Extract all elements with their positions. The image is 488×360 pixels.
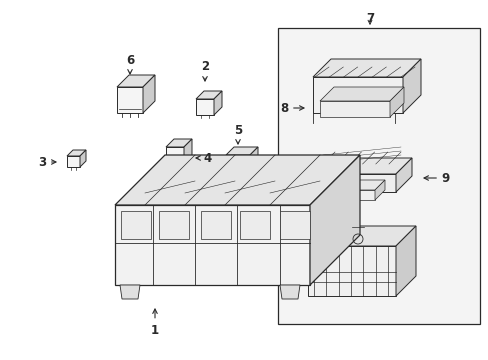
Polygon shape [293, 250, 307, 280]
Polygon shape [307, 246, 395, 296]
Text: 9: 9 [423, 171, 449, 185]
Polygon shape [345, 190, 374, 200]
Text: 3: 3 [38, 156, 56, 168]
Polygon shape [307, 242, 315, 280]
Bar [278, 28, 479, 324]
Polygon shape [201, 211, 230, 239]
Text: 1: 1 [151, 309, 159, 337]
Polygon shape [67, 150, 86, 156]
Text: 8: 8 [279, 102, 304, 114]
Text: 7: 7 [365, 12, 373, 24]
Polygon shape [402, 59, 420, 113]
Polygon shape [165, 139, 192, 147]
Polygon shape [319, 174, 395, 192]
Polygon shape [120, 285, 140, 299]
Polygon shape [115, 205, 309, 285]
Polygon shape [214, 91, 222, 115]
Text: 6: 6 [125, 54, 134, 74]
Polygon shape [142, 75, 155, 113]
Polygon shape [196, 99, 214, 115]
Polygon shape [117, 75, 155, 87]
Polygon shape [115, 155, 359, 205]
Polygon shape [319, 87, 403, 101]
Text: 5: 5 [233, 123, 242, 144]
Polygon shape [389, 87, 403, 117]
Text: 2: 2 [201, 59, 209, 81]
Polygon shape [121, 211, 151, 239]
Polygon shape [319, 101, 389, 117]
Circle shape [333, 209, 346, 221]
Polygon shape [280, 211, 309, 239]
Polygon shape [249, 147, 258, 171]
Polygon shape [159, 211, 189, 239]
Polygon shape [280, 285, 299, 299]
Polygon shape [312, 59, 420, 77]
Polygon shape [117, 87, 142, 113]
Polygon shape [240, 211, 269, 239]
Polygon shape [165, 147, 183, 163]
Polygon shape [80, 150, 86, 167]
Polygon shape [345, 180, 384, 190]
Polygon shape [395, 226, 415, 296]
Polygon shape [312, 77, 402, 113]
Polygon shape [183, 139, 192, 163]
Polygon shape [225, 155, 249, 171]
Polygon shape [196, 91, 222, 99]
Text: 4: 4 [196, 152, 212, 165]
Polygon shape [309, 155, 359, 285]
Polygon shape [225, 147, 258, 155]
Polygon shape [374, 180, 384, 200]
Polygon shape [395, 158, 411, 192]
Polygon shape [293, 242, 315, 250]
Polygon shape [319, 158, 411, 174]
Polygon shape [307, 226, 415, 246]
Polygon shape [67, 156, 80, 167]
